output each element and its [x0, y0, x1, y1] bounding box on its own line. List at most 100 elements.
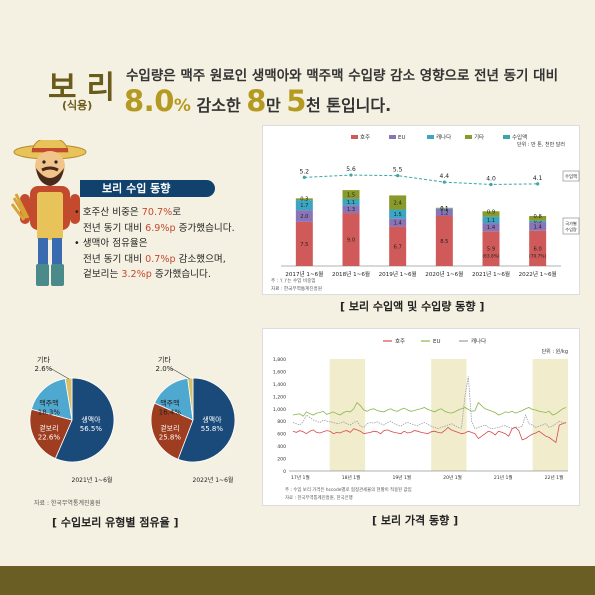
headline-unit1: 만	[265, 96, 281, 115]
x-tick-label: 2018년 1~6월	[332, 270, 370, 278]
chart-source: 자료 : 한국무역통계진흥원	[271, 285, 322, 292]
footer-band	[0, 566, 595, 595]
legend-label-4: 수입액	[512, 133, 527, 141]
bar-value-label: 0.8	[534, 214, 542, 220]
pie-label-value: 18.3%	[38, 408, 61, 416]
side-box-value	[562, 170, 580, 182]
bar-value-label: 8.5	[440, 239, 448, 245]
bar-value-label: 1.1	[487, 218, 495, 224]
x-tick-label: 2022년 1~6월	[519, 270, 557, 278]
bar-EU	[435, 208, 453, 216]
bar-캐나다	[389, 209, 407, 219]
bar-value-label: 6.7	[394, 244, 402, 250]
pie-source: 자료 : 한국무역통계진흥원	[34, 500, 101, 507]
y-tick-label: 1,400	[273, 382, 286, 388]
bullet-2-line2: 전년 동기 대비 0.7%p 감소했으며,	[83, 253, 226, 265]
bar-value-label: 0.1	[440, 206, 448, 212]
pie-slice-기타	[64, 377, 73, 421]
line-point	[396, 174, 400, 178]
bar-기타	[342, 190, 360, 199]
line-point	[489, 182, 493, 187]
legend-label-2: 캐나다	[471, 337, 486, 345]
pie-label-value: 22.6%	[38, 434, 61, 442]
pie-slice-겉보리	[150, 402, 194, 460]
bar-value-label: 7.5	[300, 242, 308, 248]
legend-swatch-1	[389, 135, 396, 139]
price-chart-panel: 호주 EU 캐나다 단위 : 원/kg 0 200 400 600 800 1,000 1,200 1…	[262, 328, 580, 506]
side-label-volume-2: 수입량	[565, 226, 577, 233]
headline-line1: 수입량은 맥주 원료인 생맥아와 맥주맥 수입량 감소 영향으로 전년 동기 대…	[126, 68, 559, 84]
chart-note: 주 : 수입 보리 가격은 hscode별로 협정관세율의 현황이 적용된 값임	[285, 486, 412, 493]
bar-value-label: 1.5	[394, 212, 402, 218]
bullet-2-line3: 겉보리는 3.2%p 증가했습니다.	[83, 269, 211, 281]
bar-EU	[342, 205, 360, 214]
unit-note: 단위 : 원/kg	[542, 348, 568, 355]
share-label: (70.7%)	[529, 253, 546, 259]
legend-swatch-0	[351, 135, 358, 139]
bar-기타	[389, 195, 407, 210]
price-chart-caption: [ 보리 가격 동향 ]	[372, 514, 459, 527]
x-tick-label: 2021년 1~6월	[472, 270, 510, 278]
pie-year-label: 2021년 1~6월	[72, 476, 113, 484]
bullet-1-line1: • 호주산 비중은 70.7%로	[74, 207, 182, 218]
line-point	[349, 173, 353, 177]
bar-value-label: 1.3	[347, 207, 355, 213]
legend-label-0: 호주	[395, 338, 405, 345]
x-tick-label: 2020년 1~6월	[425, 270, 463, 278]
pie-label-value: 2.0%	[156, 365, 174, 373]
pie-slice-겉보리	[29, 408, 73, 460]
line-value-label: 5.2	[300, 168, 310, 175]
bar-value-label: 2.0	[300, 214, 308, 220]
pie-year-label: 2022년 1~6월	[193, 476, 234, 484]
y-tick-label: 1,600	[273, 369, 286, 375]
bar-캐나다	[342, 198, 360, 206]
import-chart-panel: 호주 EU 캐나다 기타 수입액 단위 : 만 톤, 천만 달러 2017년 1~6월 7.5…	[262, 125, 580, 295]
bar-EU	[295, 210, 313, 222]
bar-value-label: 0.3	[534, 219, 542, 225]
legend-label-1: EU	[398, 135, 406, 141]
headline-text-after-pct: 감소한	[196, 96, 241, 115]
bar-value-label: 5.9	[487, 247, 495, 253]
bar-호주	[529, 230, 547, 266]
product-title: 보리	[48, 70, 126, 106]
y-tick-label: 1,000	[273, 407, 286, 413]
side-label-volume-1: 국가별	[565, 220, 577, 227]
y-tick-label: 800	[277, 419, 286, 425]
bar-캐나다	[482, 216, 500, 224]
y-tick-label: 1,200	[273, 394, 286, 400]
legend-label-2: 캐나다	[436, 133, 451, 141]
legend-swatch-4	[503, 135, 510, 139]
bar-value-label: 0.1	[440, 206, 448, 212]
x-tick-label: 20년 1월	[443, 474, 462, 481]
x-tick-label: 2017년 1~6월	[285, 270, 323, 278]
import-chart-caption: [ 보리 수입액 및 수입량 동향 ]	[340, 300, 485, 313]
bar-EU	[529, 222, 547, 231]
bar-EU	[482, 223, 500, 232]
chart-source: 자료 : 한국무역통계진흥원, 한국은행	[285, 494, 353, 501]
legend-swatch-2	[427, 135, 434, 139]
bar-value-label: 6.0	[534, 246, 542, 252]
farmer-illustration	[10, 140, 87, 286]
share-label: (63.8%)	[482, 254, 499, 260]
pie-label-name: 기타	[37, 355, 50, 364]
y-tick-label: 400	[277, 444, 286, 450]
y-tick-label: 200	[277, 457, 286, 463]
line-value-label: 4.1	[533, 175, 543, 182]
legend-swatch-3	[465, 135, 472, 139]
x-tick-label: 19년 1월	[392, 474, 411, 481]
pie-slice-생맥아	[54, 377, 115, 463]
bar-value-label: 0.9	[487, 209, 495, 215]
headline-num1: 8	[246, 84, 266, 118]
pie-slice-맥주맥	[30, 378, 73, 421]
bullet-2-line1: • 생맥아 점유율은	[74, 238, 148, 250]
highlight-band	[532, 359, 568, 471]
pie-label-value: 2.6%	[35, 365, 53, 373]
headline-line2: 8.0% 감소한 8만 5천 톤입니다.	[124, 84, 391, 118]
pie-label-name: 겉보리	[39, 424, 58, 433]
bar-value-label: 9.0	[347, 238, 355, 244]
x-tick-label: 21년 1월	[494, 474, 513, 481]
line-value-label: 5.5	[393, 167, 403, 174]
headline-num2: 5	[286, 84, 306, 118]
bar-value-label: 1.5	[347, 193, 355, 199]
